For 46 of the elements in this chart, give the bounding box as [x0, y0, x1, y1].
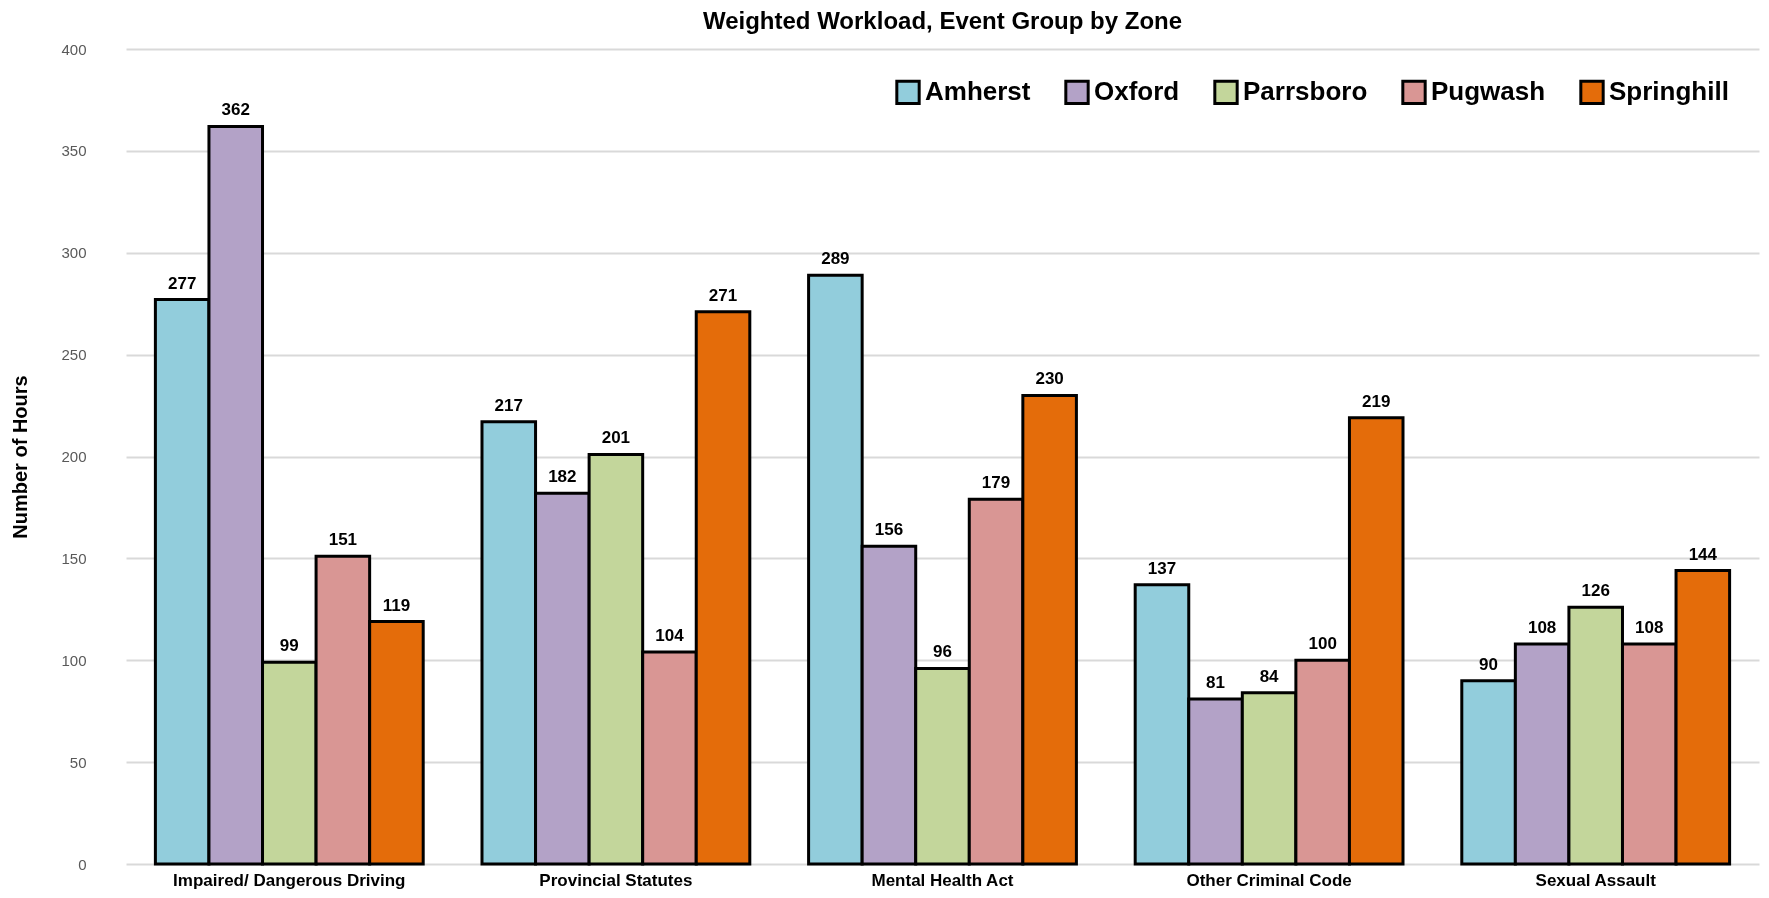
data-label: 144 [1688, 544, 1718, 564]
data-label: 182 [548, 467, 577, 487]
data-label: 230 [1035, 369, 1064, 389]
data-label: 151 [328, 530, 358, 550]
data-label: 156 [874, 520, 904, 540]
y-tick-label: 150 [61, 549, 87, 567]
data-label: 81 [1206, 672, 1225, 692]
data-label: 271 [708, 285, 738, 305]
legend-label: Springhill [1609, 76, 1729, 107]
x-tick-label: Other Criminal Code [1186, 870, 1352, 890]
x-tick-label: Mental Health Act [871, 870, 1014, 890]
legend-label: Oxford [1094, 76, 1180, 107]
data-label: 90 [1479, 654, 1499, 674]
x-tick-label: Provincial Statutes [539, 870, 693, 890]
data-label: 104 [655, 626, 685, 646]
y-tick-label: 400 [61, 40, 87, 58]
data-label: 96 [933, 642, 952, 662]
legend-label: Pugwash [1431, 76, 1546, 107]
data-label: 100 [1308, 634, 1337, 654]
y-axis-title: Number of Hours [9, 375, 32, 539]
data-label: 108 [1527, 617, 1557, 637]
data-label: 137 [1147, 558, 1177, 578]
data-label: 108 [1635, 617, 1664, 637]
x-tick-label: Impaired/ Dangerous Driving [173, 870, 406, 890]
data-label: 179 [981, 473, 1011, 493]
y-tick-label: 300 [61, 244, 87, 262]
y-tick-label: 100 [61, 651, 87, 669]
legend-label: Parrsboro [1243, 76, 1368, 107]
y-tick-label: 200 [61, 448, 87, 465]
data-label: 277 [167, 273, 197, 293]
y-tick-label: 50 [69, 753, 87, 771]
data-label: 84 [1259, 666, 1280, 686]
data-label: 201 [601, 428, 631, 448]
legend-label: Amherst [925, 76, 1031, 107]
data-label: 219 [1362, 391, 1391, 411]
data-label: 362 [221, 100, 250, 120]
data-label: 99 [279, 636, 299, 656]
data-label: 289 [821, 249, 850, 269]
y-tick-label: 350 [61, 142, 87, 160]
y-tick-label: 0 [78, 855, 87, 873]
data-label: 119 [382, 595, 411, 615]
data-label: 217 [494, 395, 523, 415]
chart-title: Weighted Workload, Event Group by Zone [702, 7, 1183, 34]
y-tick-label: 250 [61, 346, 87, 364]
x-tick-label: Sexual Assault [1535, 870, 1657, 890]
data-label: 126 [1581, 581, 1610, 601]
